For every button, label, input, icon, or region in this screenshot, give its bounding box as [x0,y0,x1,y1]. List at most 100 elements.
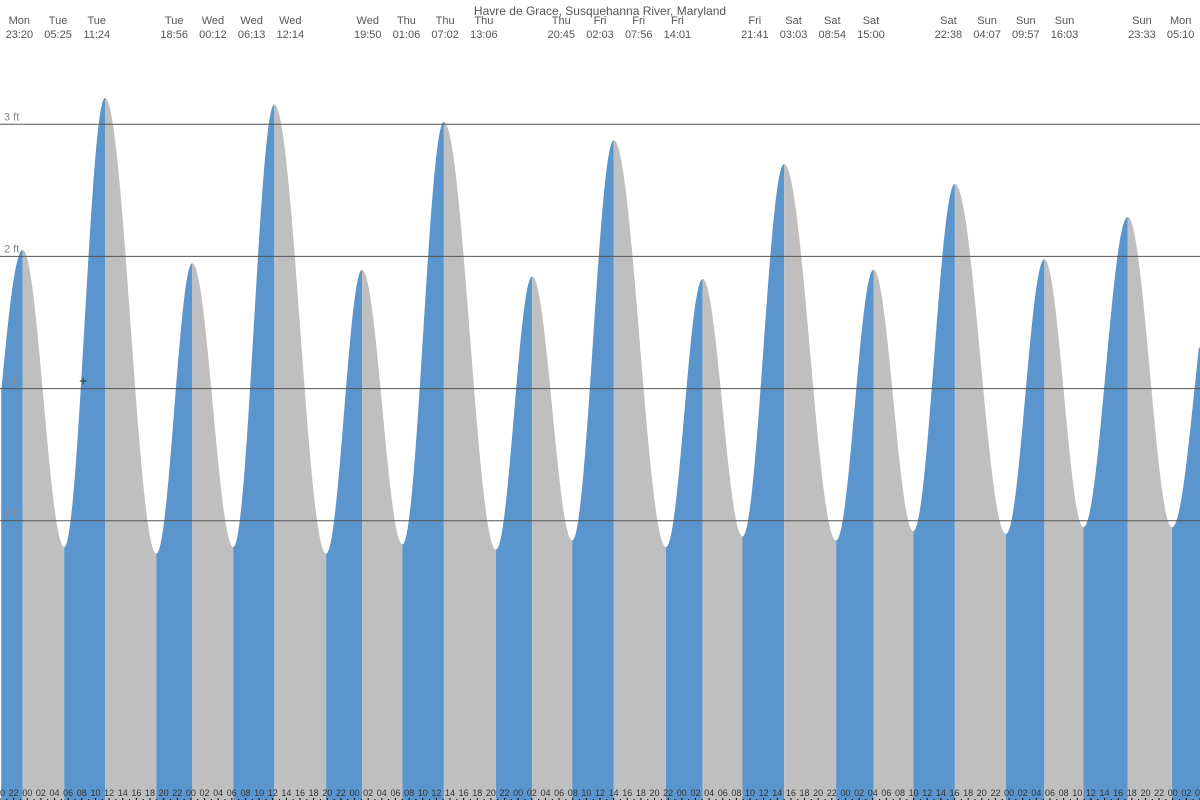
x-axis-hour-label: 14 [1100,788,1110,798]
header-day: Mon [1170,15,1191,27]
header-time: 11:24 [83,29,110,41]
x-axis-hour-label: 04 [1031,788,1041,798]
x-axis-hour-label: 08 [731,788,741,798]
x-axis-hour-label: 20 [650,788,660,798]
tide-rising-area [1172,348,1200,800]
x-axis-hour-label: 14 [936,788,946,798]
x-axis-hour-label: 16 [1113,788,1123,798]
tide-rising-area [1,250,22,800]
x-axis-hour-label: 22 [990,788,1000,798]
y-axis-label: 3 ft [4,111,19,123]
x-axis-hour-label: 04 [213,788,223,798]
x-axis-hour-label: 06 [63,788,73,798]
x-axis-hour-label: 12 [268,788,278,798]
x-axis-hour-label: 08 [404,788,414,798]
header-day: Tue [49,15,68,27]
tide-falling-area [362,270,402,800]
x-axis-hour-label: 10 [909,788,919,798]
tide-rising-area [572,140,614,800]
x-axis-hour-label: 20 [322,788,332,798]
x-axis-hour-label: 12 [922,788,932,798]
x-axis-hour-label: 04 [1195,788,1200,798]
tide-rising-area [1083,217,1127,800]
x-axis-hour-label: 18 [636,788,646,798]
tide-falling-area [784,164,836,800]
tide-falling-area [444,122,496,800]
x-axis-hour-label: 00 [350,788,360,798]
x-axis-hour-label: 20 [813,788,823,798]
x-axis-hour-label: 22 [1154,788,1164,798]
tide-rising-area [496,276,532,800]
header-day: Tue [165,15,184,27]
tide-rising-area [326,270,362,800]
x-axis-hour-label: 00 [1168,788,1178,798]
x-axis-hour-label: 02 [690,788,700,798]
x-axis-hour-label: 02 [36,788,46,798]
x-axis-hour-label: 04 [377,788,387,798]
header-day: Sun [1055,15,1075,27]
x-axis-hour-label: 22 [827,788,837,798]
header-time: 14:01 [664,29,692,41]
x-axis-hour-label: 02 [200,788,210,798]
x-axis-hour-label: 08 [77,788,87,798]
tide-falling-area [614,140,666,800]
x-axis-hour-label: 22 [500,788,510,798]
x-axis-hour-label: 02 [1181,788,1191,798]
x-axis-hour-label: 00 [1004,788,1014,798]
header-time: 12:14 [277,29,305,41]
header-day: Sun [1016,15,1036,27]
header-time: 07:56 [625,29,653,41]
tide-falling-area [192,263,233,800]
header-time: 22:38 [935,29,963,41]
x-axis-hour-label: 00 [22,788,32,798]
x-axis-hour-label: 16 [295,788,305,798]
header-time: 21:41 [741,29,769,41]
x-axis-hour-label: 14 [445,788,455,798]
header-day: Wed [202,15,224,27]
header-day: Fri [632,15,645,27]
x-axis-hour-label: 18 [472,788,482,798]
x-axis-hour-label: 08 [895,788,905,798]
header-day: Thu [474,15,493,27]
header-day: Sat [940,15,957,27]
x-axis-hour-label: 08 [568,788,578,798]
header-day: Sun [977,15,997,27]
x-axis-hour-label: 12 [104,788,114,798]
header-time: 23:20 [6,29,34,41]
x-axis-hour-label: 10 [254,788,264,798]
y-axis-label: 0 ft [4,508,19,520]
x-axis-hour-label: 02 [854,788,864,798]
header-time: 09:57 [1012,29,1040,41]
tide-falling-area [1128,217,1172,800]
header-day: Thu [397,15,416,27]
x-axis-hour-label: 10 [745,788,755,798]
x-axis-hour-label: 12 [759,788,769,798]
header-day: Sun [1132,15,1152,27]
header-time: 04:07 [973,29,1001,41]
header-time: 07:02 [431,29,459,41]
header-day: Fri [748,15,761,27]
x-axis-hour-label: 20 [159,788,169,798]
x-axis-hour-label: 00 [840,788,850,798]
x-axis-hour-label: 10 [418,788,428,798]
x-axis-hour-label: 14 [118,788,128,798]
header-time: 08:54 [818,29,846,41]
x-axis-hour-label: 06 [227,788,237,798]
x-axis-hour-label: 10 [1072,788,1082,798]
x-axis-hour-label: 12 [1086,788,1096,798]
header-time: 05:25 [44,29,72,41]
x-axis-hour-label: 06 [1045,788,1055,798]
x-axis-hour-label: 10 [90,788,100,798]
header-day: Tue [88,15,107,27]
x-axis-hour-label: 14 [772,788,782,798]
y-axis-label: 2 ft [4,243,19,255]
header-day: Wed [357,15,379,27]
x-axis-hour-label: 06 [881,788,891,798]
header-time: 23:33 [1128,29,1156,41]
tide-rising-area [666,279,703,800]
header-time: 00:12 [199,29,227,41]
x-axis-hour-label: 00 [186,788,196,798]
header-time: 02:03 [586,29,614,41]
header-day: Wed [279,15,301,27]
x-axis-hour-label: 16 [786,788,796,798]
